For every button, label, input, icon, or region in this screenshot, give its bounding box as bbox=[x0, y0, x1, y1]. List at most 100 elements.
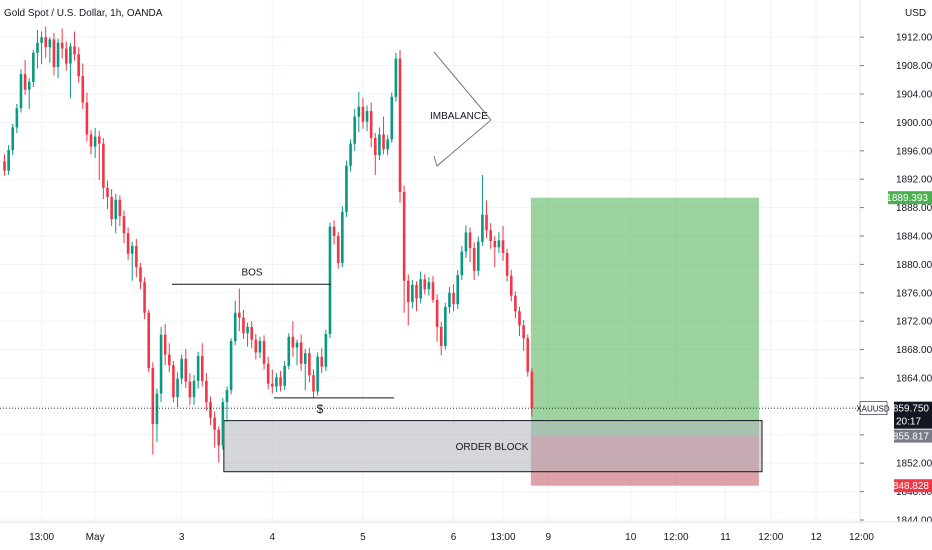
candle[interactable] bbox=[106, 180, 109, 210]
candle[interactable] bbox=[439, 321, 443, 356]
candle[interactable] bbox=[464, 225, 468, 259]
candle[interactable] bbox=[192, 375, 196, 405]
take-profit-zone[interactable] bbox=[530, 197, 759, 437]
candle[interactable] bbox=[382, 116, 385, 155]
candle[interactable] bbox=[448, 287, 451, 314]
candle[interactable] bbox=[126, 227, 130, 261]
candle[interactable] bbox=[60, 28, 64, 59]
candle[interactable] bbox=[159, 326, 163, 403]
candle[interactable] bbox=[295, 339, 299, 366]
candle[interactable] bbox=[114, 194, 118, 234]
candle[interactable] bbox=[287, 333, 291, 370]
candle[interactable] bbox=[147, 309, 150, 373]
candle[interactable] bbox=[27, 78, 31, 109]
candle[interactable] bbox=[477, 236, 480, 276]
candle[interactable] bbox=[221, 397, 225, 450]
candle[interactable] bbox=[188, 373, 192, 405]
candle[interactable] bbox=[279, 370, 282, 392]
candle[interactable] bbox=[7, 145, 10, 175]
candle[interactable] bbox=[324, 329, 328, 371]
candle[interactable] bbox=[316, 352, 319, 396]
candle[interactable] bbox=[472, 242, 476, 281]
candle[interactable] bbox=[217, 426, 221, 463]
candle[interactable] bbox=[522, 319, 525, 352]
candle[interactable] bbox=[73, 31, 76, 61]
candle[interactable] bbox=[332, 220, 336, 245]
candle[interactable] bbox=[394, 52, 398, 102]
candle[interactable] bbox=[271, 369, 274, 394]
candle[interactable] bbox=[481, 174, 484, 246]
candle[interactable] bbox=[299, 334, 303, 371]
candle[interactable] bbox=[93, 128, 97, 158]
candle[interactable] bbox=[378, 127, 381, 161]
candle[interactable] bbox=[65, 41, 68, 71]
candle[interactable] bbox=[336, 231, 340, 269]
candle[interactable] bbox=[172, 360, 175, 403]
candle[interactable] bbox=[357, 91, 361, 133]
candle[interactable] bbox=[69, 42, 72, 99]
candle[interactable] bbox=[505, 248, 509, 282]
candle[interactable] bbox=[15, 103, 19, 134]
candle[interactable] bbox=[283, 360, 286, 391]
candle[interactable] bbox=[291, 321, 295, 357]
candle[interactable] bbox=[509, 270, 513, 302]
candle[interactable] bbox=[258, 336, 262, 359]
candle[interactable] bbox=[374, 133, 377, 175]
candle[interactable] bbox=[11, 123, 15, 156]
candle[interactable] bbox=[423, 274, 427, 295]
candle[interactable] bbox=[168, 343, 171, 373]
candle[interactable] bbox=[386, 135, 389, 156]
candle[interactable] bbox=[369, 102, 373, 148]
candle[interactable] bbox=[163, 324, 167, 366]
candle[interactable] bbox=[411, 280, 414, 309]
candle[interactable] bbox=[238, 288, 241, 332]
candle[interactable] bbox=[176, 372, 179, 408]
candle[interactable] bbox=[341, 206, 344, 268]
candle[interactable] bbox=[143, 277, 146, 320]
candle[interactable] bbox=[254, 333, 258, 360]
candle[interactable] bbox=[213, 411, 216, 448]
candle[interactable] bbox=[225, 386, 229, 423]
candle[interactable] bbox=[52, 32, 56, 76]
candle[interactable] bbox=[402, 185, 406, 313]
candle[interactable] bbox=[209, 396, 212, 425]
candle[interactable] bbox=[303, 348, 307, 391]
candle[interactable] bbox=[3, 154, 6, 176]
candle[interactable] bbox=[229, 338, 233, 395]
candle[interactable] bbox=[460, 245, 464, 281]
candle[interactable] bbox=[419, 271, 422, 304]
candle[interactable] bbox=[415, 281, 418, 312]
candle[interactable] bbox=[139, 262, 142, 290]
candle[interactable] bbox=[312, 369, 315, 398]
candle[interactable] bbox=[526, 334, 530, 377]
candle[interactable] bbox=[97, 130, 101, 180]
candle[interactable] bbox=[328, 222, 332, 339]
candle[interactable] bbox=[485, 200, 488, 239]
candle[interactable] bbox=[40, 31, 43, 65]
candle[interactable] bbox=[435, 294, 439, 342]
candle[interactable] bbox=[493, 236, 497, 268]
candle[interactable] bbox=[19, 69, 23, 113]
candle[interactable] bbox=[85, 92, 89, 142]
candle[interactable] bbox=[44, 26, 47, 58]
candle[interactable] bbox=[130, 241, 134, 281]
candle[interactable] bbox=[349, 139, 352, 172]
candle[interactable] bbox=[444, 302, 447, 350]
candle[interactable] bbox=[242, 309, 245, 339]
candle[interactable] bbox=[122, 210, 126, 244]
candle[interactable] bbox=[266, 356, 270, 390]
candle[interactable] bbox=[361, 97, 365, 129]
candle[interactable] bbox=[456, 270, 459, 310]
candle[interactable] bbox=[48, 37, 52, 63]
imbalance-arrow-icon[interactable] bbox=[433, 51, 492, 167]
candle[interactable] bbox=[32, 49, 35, 87]
candle[interactable] bbox=[36, 30, 39, 69]
candle[interactable] bbox=[497, 232, 501, 254]
candle[interactable] bbox=[102, 138, 105, 200]
candle[interactable] bbox=[431, 275, 435, 303]
candle[interactable] bbox=[398, 49, 402, 203]
candle[interactable] bbox=[246, 322, 249, 347]
order-block-rect[interactable] bbox=[223, 420, 763, 473]
candle[interactable] bbox=[262, 335, 266, 370]
